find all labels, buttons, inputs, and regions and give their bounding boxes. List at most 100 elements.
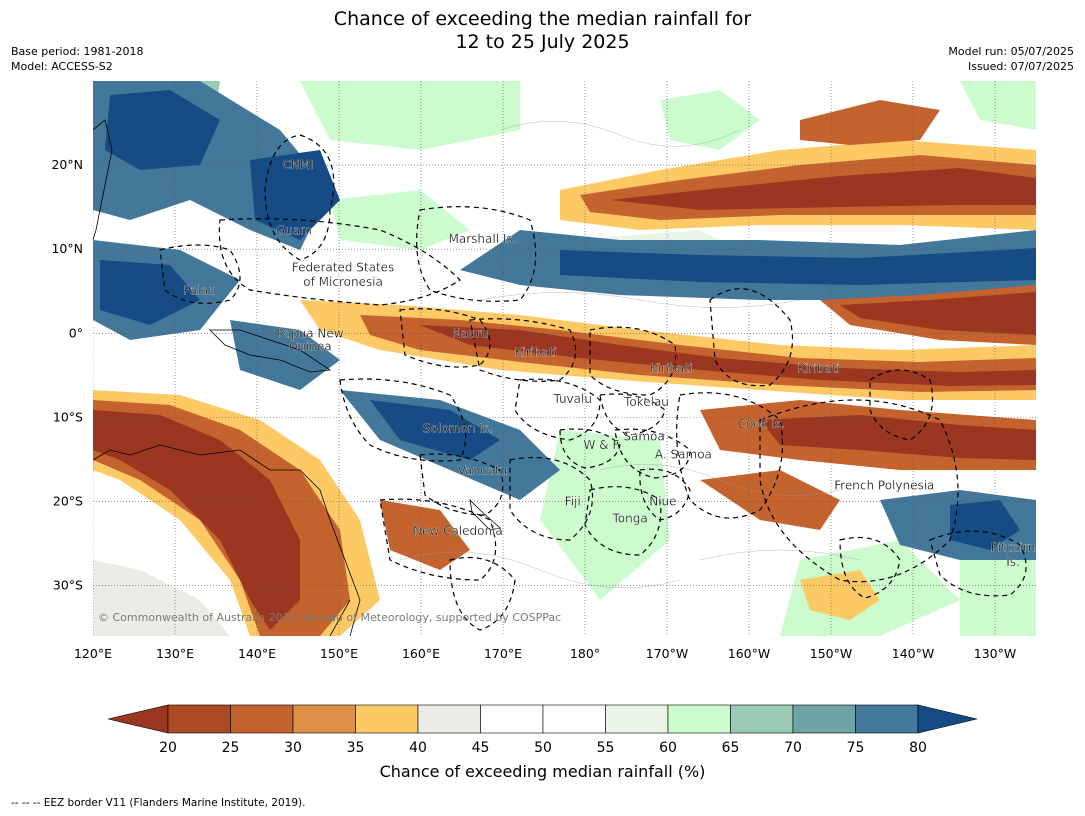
australia-coastline: [93, 444, 361, 636]
colorbar-segment: [605, 704, 669, 734]
eez-fiji: [509, 456, 594, 541]
map-title: Chance of exceeding the median rainfall …: [0, 8, 1085, 54]
lon-tick-label: 120°E: [74, 646, 112, 661]
lon-tick-label: 170°W: [646, 646, 688, 661]
lon-tick-label: 160°E: [402, 646, 440, 661]
place-label: Samoa: [623, 430, 664, 444]
new-guinea-coastline: [209, 329, 332, 373]
land-outlines: [93, 119, 501, 636]
place-label: Papua New: [277, 326, 344, 340]
colorbar-segment: [292, 704, 356, 734]
eez-kiribati-phoenix: [589, 326, 677, 396]
eez-wallis-futuna: [559, 428, 621, 469]
model-info: Base period: 1981-2018 Model: ACCESS-S2: [11, 44, 143, 74]
colorbar-tick-label: 35: [347, 740, 365, 756]
colorbar-tick-label: 80: [909, 740, 927, 756]
colorbar-segment: [542, 704, 606, 734]
place-label: Pitcairn: [991, 541, 1036, 555]
eez-footnote: -- -- -- EEZ border V11 (Flanders Marine…: [11, 797, 306, 809]
eez-new-caledonia: [379, 498, 497, 581]
eez-borders: [159, 134, 1027, 631]
eez-tokelau: [599, 393, 666, 436]
lon-tick-label: 140°W: [892, 646, 934, 661]
place-label: of Micronesia: [303, 275, 383, 289]
colorbar-segment: [355, 704, 419, 734]
eez-kiribati-line: [709, 288, 794, 387]
place-label: Guinea: [289, 340, 332, 354]
place-label: Solomon Is.: [423, 421, 493, 435]
lon-tick-label: 180°: [570, 646, 600, 661]
philippines-coastline: [93, 119, 113, 241]
base-period: Base period: 1981-2018: [11, 45, 144, 58]
tasman-coast: [329, 599, 351, 636]
place-label: New Caledonia: [413, 524, 503, 538]
colorbar-segment: [792, 704, 856, 734]
colorbar-tick-label: 45: [472, 740, 490, 756]
colorbar-segment: [167, 704, 231, 734]
colorbar-tick-label: 55: [597, 740, 615, 756]
lon-tick-label: 160°W: [728, 646, 770, 661]
eez-norfolk: [449, 556, 516, 631]
place-label: Guam: [276, 224, 312, 238]
colorbar-tick-label: 20: [159, 740, 177, 756]
place-label: W & F: [584, 438, 620, 452]
colorbar-tick-label: 65: [722, 740, 740, 756]
place-label: Kiribati: [797, 362, 839, 376]
latitude-tick-labels: 20°N 10°N 0° 10°S 20°S 30°S: [51, 157, 83, 592]
eez-niue: [639, 468, 691, 521]
place-label: Tuvalu: [552, 392, 592, 406]
longitude-tick-labels: 120°E 130°E 140°E 150°E 160°E 170°E 180° 170°W 1…: [74, 646, 1016, 661]
eez-samoa: [614, 428, 691, 479]
issued-date: Issued: 07/07/2025: [967, 60, 1074, 73]
colorbar-high-extend: [917, 704, 978, 734]
contour-lines: [399, 120, 861, 589]
colorbar-segment: [730, 704, 794, 734]
eez-tuvalu: [514, 378, 601, 441]
eez-cnmi: [264, 134, 335, 261]
copyright-notice: © Commonwealth of Australia 2025, Bureau…: [98, 611, 561, 624]
place-label: Tokelau: [623, 395, 669, 409]
colorbar-tick-label: 50: [534, 740, 552, 756]
colorbar-segment: [230, 704, 294, 734]
eez-marquesas: [869, 369, 934, 441]
eez-vanuatu: [419, 453, 504, 516]
eez-nauru: [399, 308, 491, 368]
lon-tick-label: 150°W: [810, 646, 852, 661]
lon-tick-label: 140°E: [238, 646, 276, 661]
colorbar-segment: [667, 704, 731, 734]
place-label: Kiribati: [515, 346, 557, 360]
eez-marshall: [416, 206, 537, 302]
colorbar-label: Chance of exceeding median rainfall (%): [379, 762, 706, 781]
eez-fsm: [218, 218, 461, 306]
colorbar-tick-label: 70: [784, 740, 802, 756]
new-caledonia-coastline: [469, 498, 501, 531]
place-label: A. Samoa: [655, 447, 712, 461]
lat-tick-label: 0°: [69, 325, 83, 340]
colorbar-low-extend: [107, 704, 169, 734]
colorbar: 20 25 30 35 40 45 50 55 60 65 70 75 80: [107, 704, 978, 756]
colorbar-tick-label: 40: [409, 740, 427, 756]
lon-tick-label: 130°E: [156, 646, 194, 661]
colorbar-tick-label: 60: [659, 740, 677, 756]
lat-tick-label: 20°S: [53, 493, 83, 508]
place-label: Marshall Is.: [449, 232, 517, 246]
place-label: Niue: [649, 494, 676, 508]
place-label: CNMI: [282, 158, 313, 172]
lat-tick-label: 10°N: [51, 241, 83, 256]
colorbar-tick-label: 30: [284, 740, 302, 756]
lat-tick-label: 30°S: [53, 578, 83, 593]
colorbar-segment: [480, 704, 544, 734]
lon-tick-label: 130°W: [974, 646, 1016, 661]
place-label: Vanuatu: [458, 463, 508, 477]
lat-tick-label: 10°S: [53, 409, 83, 424]
model-run: Model run: 05/07/2025: [948, 45, 1074, 58]
lat-tick-label: 20°N: [51, 157, 83, 172]
place-label: Nauru: [452, 326, 488, 340]
place-label: Fiji: [565, 494, 581, 508]
place-label: Tonga: [611, 511, 647, 525]
place-label: Federated States: [292, 261, 394, 275]
colorbar-segment: [855, 704, 919, 734]
title-line-1: Chance of exceeding the median rainfall …: [333, 8, 752, 30]
